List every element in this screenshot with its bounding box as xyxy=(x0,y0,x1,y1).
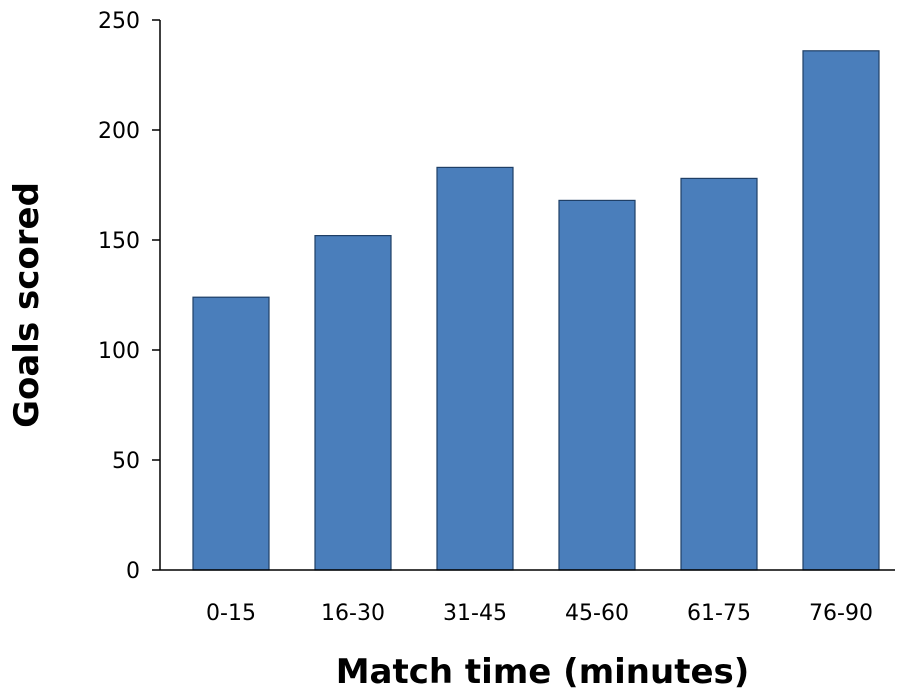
y-tick-label: 50 xyxy=(112,449,140,474)
x-tick-label: 16-30 xyxy=(321,601,385,626)
x-tick-labels: 0-15 16-30 31-45 45-60 61-75 76-90 xyxy=(206,601,873,626)
bar-16-30 xyxy=(314,235,392,571)
bar-31-45 xyxy=(436,166,514,571)
y-tick-labels: 0 50 100 150 200 250 xyxy=(98,9,140,584)
y-tick-label: 0 xyxy=(126,559,140,584)
x-tick-label: 31-45 xyxy=(443,601,507,626)
bars-layer xyxy=(192,50,880,571)
y-tick-label: 200 xyxy=(98,119,140,144)
bar-76-90 xyxy=(802,50,880,571)
x-tick-label: 76-90 xyxy=(809,601,873,626)
x-tick-label: 45-60 xyxy=(565,601,629,626)
x-tick-label: 0-15 xyxy=(206,601,256,626)
y-tick-label: 250 xyxy=(98,9,140,34)
x-tick-label: 61-75 xyxy=(687,601,751,626)
y-axis-title: Goals scored xyxy=(7,182,47,428)
y-tick-label: 100 xyxy=(98,339,140,364)
bar-45-60 xyxy=(558,199,636,571)
y-tick-marks xyxy=(152,19,160,571)
bar-0-15 xyxy=(192,296,270,571)
x-axis-title: Match time (minutes) xyxy=(336,652,750,692)
y-tick-label: 150 xyxy=(98,229,140,254)
bar-61-75 xyxy=(680,177,758,571)
